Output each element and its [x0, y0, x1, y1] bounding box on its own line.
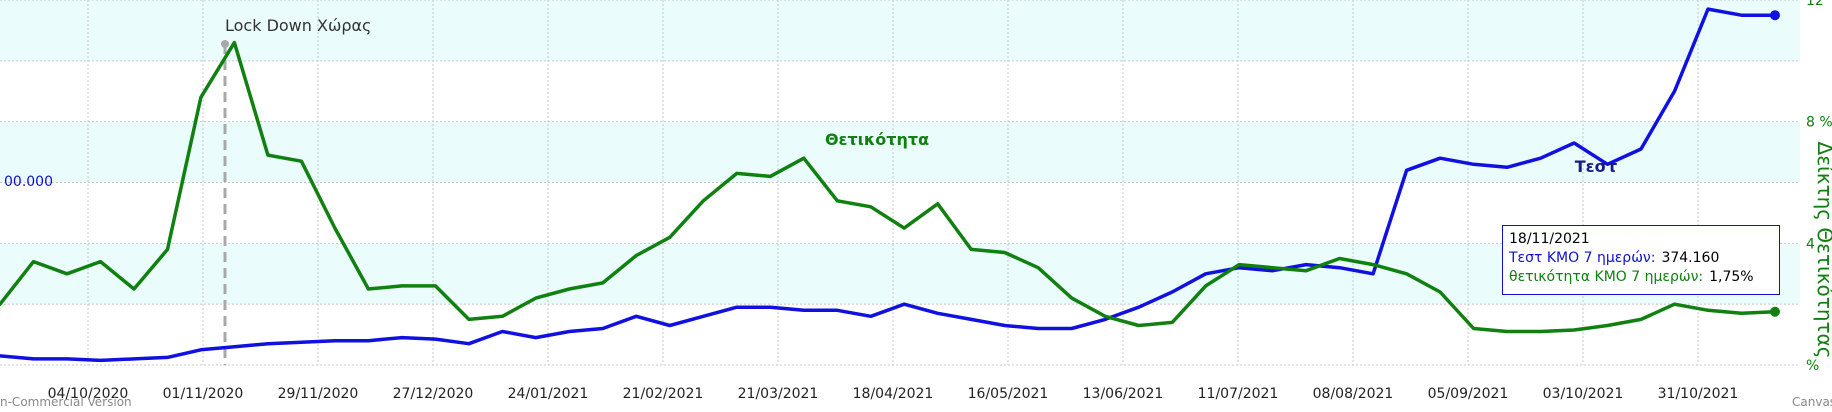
- series-label-positivity: Θετικότητα: [825, 130, 929, 149]
- series-end-marker-1: [1770, 306, 1780, 317]
- band-0: [0, 304, 1800, 365]
- chart-tooltip: 18/11/2021 Τεστ ΚΜΟ 7 ημερών: 374.160 θετ…: [1502, 225, 1780, 295]
- band-2: [0, 182, 1800, 244]
- tooltip-date: 18/11/2021: [1509, 231, 1590, 247]
- x-tick-label: 04/10/2020: [48, 386, 129, 402]
- series-end-marker-0: [1770, 10, 1780, 21]
- lockdown-annotation: Lock Down Χώρας: [225, 16, 371, 35]
- credit-left: n-Commercial Version: [0, 395, 132, 408]
- x-axis-ticks: 04/10/2020 01/11/2020 29/11/2020 27/12/2020…: [48, 386, 1739, 402]
- tooltip-positivity-value: 1,75%: [1709, 269, 1754, 285]
- band-3: [0, 121, 1800, 183]
- x-tick-label: 03/10/2021: [1543, 386, 1624, 402]
- series-line-1: [0, 40, 1777, 334]
- end-markers: [1770, 10, 1780, 317]
- x-tick-label: 18/04/2021: [853, 386, 934, 402]
- tooltip-positivity-label: θετικότητα ΚΜΟ 7 ημερών:: [1509, 269, 1704, 285]
- series-layer: [0, 7, 1777, 363]
- y-right-axis-label: Δείκτης Θετικότητας: [1813, 142, 1832, 359]
- x-tick-label: 21/02/2021: [623, 386, 704, 402]
- tooltip-tests-row: Τεστ ΚΜΟ 7 ημερών: 374.160: [1509, 249, 1773, 268]
- lockdown-marker-dot: [221, 40, 229, 48]
- series-line-0: [0, 7, 1777, 363]
- band-5: [0, 0, 1800, 61]
- x-tick-label: 31/10/2021: [1658, 386, 1739, 402]
- x-tick-label: 27/12/2020: [393, 386, 474, 402]
- y-axis-ticks: 00.000 12 8 % 4%: [4, 0, 1832, 374]
- x-tick-label: 08/08/2021: [1313, 386, 1394, 402]
- x-tick-label: 11/07/2021: [1198, 386, 1279, 402]
- series-label-tests: Τεστ: [1575, 157, 1618, 176]
- background-bands: [0, 0, 1800, 365]
- grid-lines: [0, 0, 1800, 366]
- y-right-tick-label: %: [1806, 358, 1819, 374]
- y-right-tick-label: 8 %: [1806, 115, 1832, 131]
- x-tick-label: 24/01/2021: [508, 386, 589, 402]
- tooltip-positivity-row: θετικότητα ΚΜΟ 7 ημερών: 1,75%: [1509, 268, 1773, 287]
- tooltip-tests-label: Τεστ ΚΜΟ 7 ημερών:: [1509, 250, 1656, 266]
- credit-right: CanvasJS.com: [1792, 395, 1832, 408]
- y-right-tick-label: 4: [1806, 236, 1815, 252]
- y-right-tick-label: 12: [1806, 0, 1824, 9]
- x-tick-label: 21/03/2021: [738, 386, 819, 402]
- band-4: [0, 60, 1800, 122]
- x-tick-label: 16/05/2021: [968, 386, 1049, 402]
- x-tick-label: 13/06/2021: [1083, 386, 1164, 402]
- x-tick-label: 01/11/2020: [163, 386, 244, 402]
- y-left-tick-label: 00.000: [4, 174, 53, 190]
- x-tick-label: 05/09/2021: [1428, 386, 1509, 402]
- band-1: [0, 243, 1800, 305]
- tooltip-tests-value: 374.160: [1661, 250, 1720, 266]
- x-tick-label: 29/11/2020: [278, 386, 359, 402]
